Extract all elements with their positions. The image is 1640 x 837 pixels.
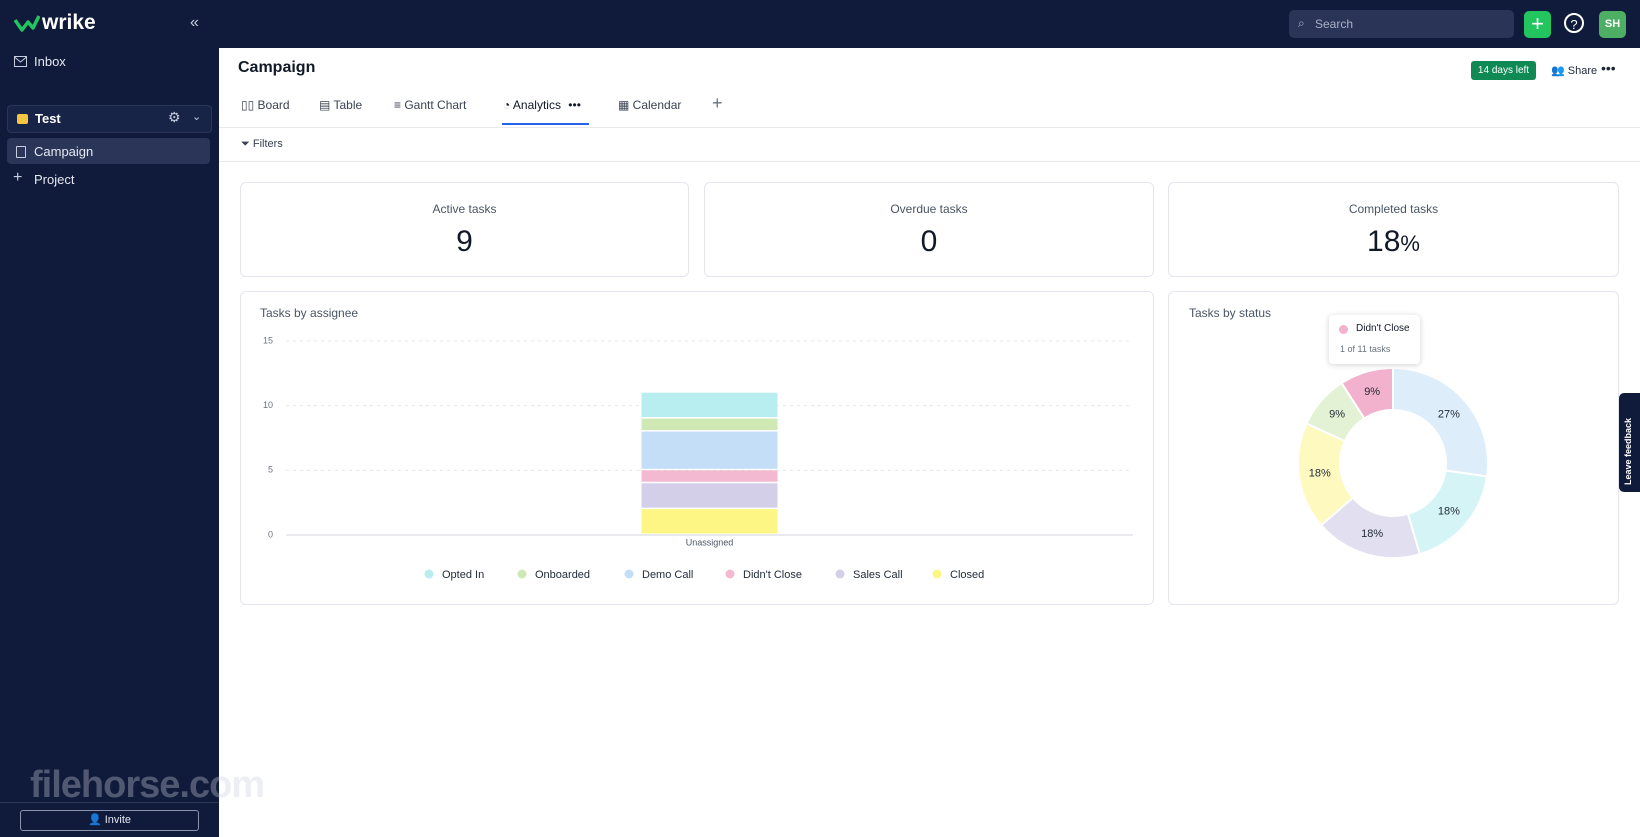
chart-card <box>240 291 1154 605</box>
nav-item: Campaign <box>34 144 94 159</box>
inbox-link[interactable]: Inbox <box>34 54 66 69</box>
more-button[interactable]: ••• <box>1601 60 1616 76</box>
space-expand[interactable]: ⌄ <box>192 111 202 123</box>
kpi-label: Active tasks <box>432 202 497 216</box>
collapse-button[interactable]: « <box>190 14 199 31</box>
filters-button[interactable]: ⏷ Filters <box>241 138 283 150</box>
tooltip: Didn't Close 1 of 11 tasks <box>1329 315 1420 364</box>
kpi-label: Completed tasks <box>1348 202 1439 216</box>
create-button[interactable]: + <box>1524 11 1551 38</box>
space-name: Test <box>35 111 61 126</box>
logo-mark <box>14 15 40 32</box>
kpi-value: 0 <box>920 225 938 258</box>
tab-label: Gantt Chart <box>404 98 467 112</box>
tab-label: Board <box>257 98 290 112</box>
nav-item[interactable]: Project <box>34 172 75 187</box>
kpi-card: Completed tasks 18% <box>1168 182 1619 277</box>
item-icon <box>16 146 26 158</box>
tooltip-swatch <box>1339 325 1348 334</box>
tab[interactable]: ▤ Table <box>319 98 363 112</box>
divider <box>219 161 1640 162</box>
inbox-icon <box>14 56 27 67</box>
top-bar: ⌕ Search + ? SH <box>219 0 1640 48</box>
logo-text: wrike <box>42 11 96 34</box>
tab-label: Calendar <box>632 98 682 112</box>
kpi-card: Overdue tasks 0 <box>704 182 1154 277</box>
kpi-label: Overdue tasks <box>890 202 968 216</box>
active-item[interactable]: Campaign <box>7 138 210 164</box>
tab-label: Table <box>333 98 363 112</box>
share-label: Share <box>1567 65 1598 77</box>
days-left-badge: 14 days left <box>1471 61 1536 80</box>
tab-active[interactable]: ◔ Analytics ••• <box>503 98 581 112</box>
search-placeholder: Search <box>1315 17 1354 31</box>
tab[interactable]: ▦ Calendar <box>618 98 682 112</box>
kpi-unit: % <box>1400 231 1420 256</box>
tooltip-title: Didn't Close <box>1356 323 1410 334</box>
add-icon: + <box>13 169 23 186</box>
add-tab[interactable]: + <box>712 93 723 113</box>
divider <box>219 127 1640 128</box>
feedback-label: Leave feedback <box>1623 417 1633 485</box>
share-button[interactable]: 👥 Share <box>1551 65 1598 77</box>
divider <box>0 802 219 803</box>
tab[interactable]: ≡ Gantt Chart <box>394 98 467 112</box>
invite-label: Invite <box>104 814 132 826</box>
tab-label: Analytics <box>512 98 561 112</box>
filters-label: Filters <box>252 138 283 150</box>
invite-button[interactable]: 👤 Invite <box>20 810 199 831</box>
feedback-tab[interactable]: Leave feedback <box>1619 393 1640 492</box>
watermark: filehorse.com <box>30 764 265 806</box>
space-icon <box>17 114 28 124</box>
page-title: Campaign <box>238 59 316 76</box>
tooltip-text: 1 of 11 tasks <box>1340 344 1391 354</box>
kpi-value-wrap: 18% <box>1169 225 1618 259</box>
space-selector[interactable]: Test ⚙ ⌄ <box>7 105 212 133</box>
kpi-value: 9 <box>456 225 473 258</box>
tab-underline <box>502 123 589 125</box>
search-icon: ⌕ <box>1298 16 1305 30</box>
help-button[interactable]: ? <box>1564 13 1584 33</box>
kpi-value: 18 <box>1367 225 1401 258</box>
tab[interactable]: ▯▯ Board <box>241 98 290 112</box>
avatar[interactable]: SH <box>1599 11 1626 38</box>
search-box[interactable]: ⌕ Search <box>1289 10 1514 38</box>
kpi-card: Active tasks 9 <box>240 182 689 277</box>
sidebar: wrike « Inbox Test ⚙ ⌄ Campaign + Projec… <box>0 0 265 837</box>
space-settings[interactable]: ⚙ <box>168 109 181 125</box>
